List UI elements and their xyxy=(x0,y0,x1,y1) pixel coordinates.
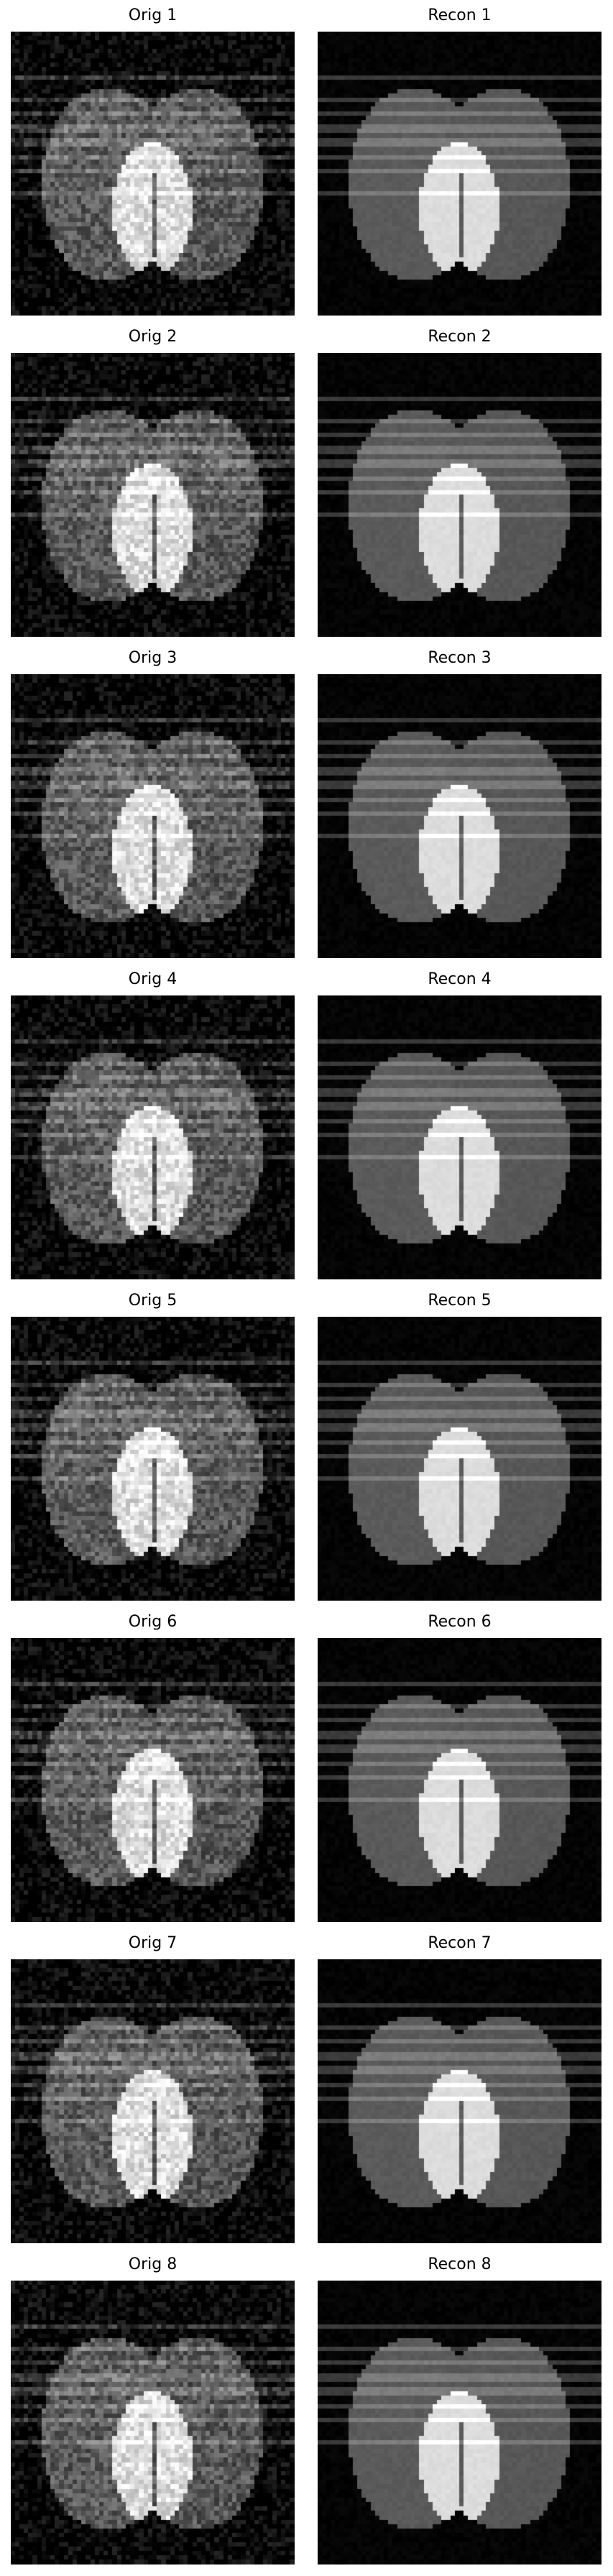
reconstructed-image-panel xyxy=(318,1317,602,1601)
original-image-panel xyxy=(11,995,295,1279)
original-image-panel xyxy=(11,32,295,316)
original-image-panel xyxy=(11,1959,295,2243)
recon-title: Recon 6 xyxy=(428,1613,492,1631)
recon-title: Recon 8 xyxy=(428,2255,492,2273)
orig-title: Orig 8 xyxy=(128,2255,178,2273)
reconstructed-image-panel xyxy=(318,1638,602,1922)
reconstructed-image-panel xyxy=(318,674,602,958)
recon-title: Recon 4 xyxy=(428,970,492,988)
reconstructed-image-panel xyxy=(318,2281,602,2564)
original-image-panel xyxy=(11,1317,295,1601)
reconstructed-image-panel xyxy=(318,995,602,1279)
recon-title: Recon 3 xyxy=(428,649,492,667)
original-image-panel xyxy=(11,2281,295,2564)
recon-title: Recon 7 xyxy=(428,1934,492,1952)
reconstructed-image-panel xyxy=(318,1959,602,2243)
reconstructed-image-panel xyxy=(318,353,602,637)
recon-title: Recon 2 xyxy=(428,328,492,346)
orig-title: Orig 1 xyxy=(128,6,178,24)
orig-title: Orig 2 xyxy=(128,328,178,346)
orig-title: Orig 7 xyxy=(128,1934,178,1952)
orig-title: Orig 3 xyxy=(128,649,178,667)
reconstructed-image-panel xyxy=(318,32,602,316)
orig-title: Orig 5 xyxy=(128,1292,178,1310)
recon-title: Recon 1 xyxy=(428,6,492,24)
original-image-panel xyxy=(11,353,295,637)
orig-title: Orig 4 xyxy=(128,970,178,988)
original-image-panel xyxy=(11,1638,295,1922)
recon-title: Recon 5 xyxy=(428,1292,492,1310)
orig-title: Orig 6 xyxy=(128,1613,178,1631)
original-image-panel xyxy=(11,674,295,958)
